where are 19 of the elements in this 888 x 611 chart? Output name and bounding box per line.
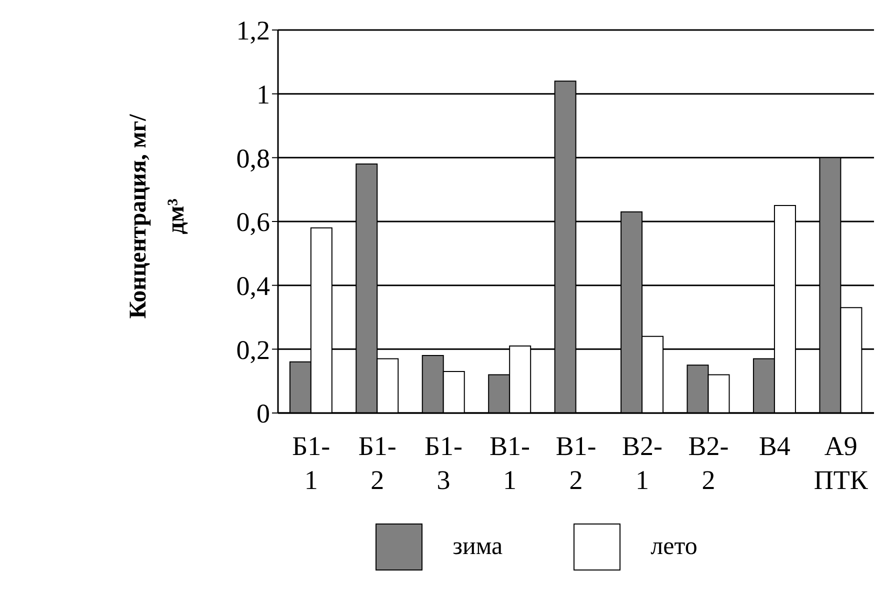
legend-label: зима bbox=[452, 533, 503, 561]
x-tick-label: Б1-1 bbox=[292, 431, 330, 495]
y-tick-label: 0,4 bbox=[236, 270, 270, 301]
x-tick-label: Б1-3 bbox=[424, 431, 463, 495]
y-tick-label: 1,2 bbox=[236, 16, 270, 46]
x-tick-label: В2-2 bbox=[688, 431, 729, 495]
y-axis-title: Концентрация, мг/дм³ bbox=[124, 113, 191, 321]
y-tick-label: 0 bbox=[256, 398, 270, 429]
x-tick-label: Б1-2 bbox=[358, 431, 396, 495]
x-tick-label: В1-2 bbox=[556, 431, 596, 495]
y-tick-label: 0,2 bbox=[236, 334, 270, 365]
x-tick-label: В1-1 bbox=[490, 431, 530, 495]
x-tick-label: А9 ПТК bbox=[814, 431, 869, 495]
y-tick-label: 0,6 bbox=[236, 207, 270, 238]
x-tick-label: В4 bbox=[758, 431, 791, 461]
legend-label: лето bbox=[650, 533, 698, 561]
y-tick-label: 0,8 bbox=[236, 143, 270, 174]
y-tick-label: 1 bbox=[256, 79, 270, 110]
x-tick-label: В2-1 bbox=[622, 431, 662, 495]
